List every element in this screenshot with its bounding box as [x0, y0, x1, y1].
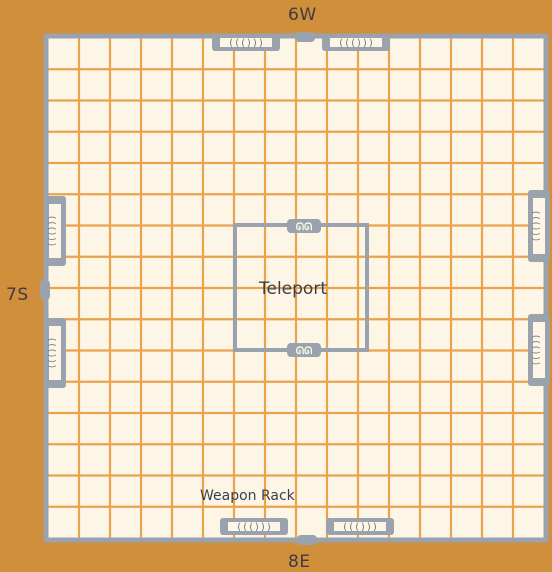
door-icon[interactable]: ((()))	[220, 518, 288, 535]
svg-text:((())): ((()))	[532, 210, 542, 243]
svg-text:((())): ((()))	[338, 38, 374, 49]
door-icon[interactable]: ((()))	[212, 34, 280, 51]
exit-label-north: 6W	[288, 5, 317, 25]
svg-text:ᘏᘏ: ᘏᘏ	[296, 221, 313, 233]
svg-text:((())): ((()))	[532, 334, 542, 367]
svg-text:ᘏᘏ: ᘏᘏ	[296, 345, 313, 357]
weapon-rack-label: Weapon Rack	[200, 488, 295, 504]
exit-label-south: 8E	[288, 552, 311, 572]
south-exit-marker[interactable]	[297, 535, 317, 545]
door-icon[interactable]: ((()))	[44, 318, 66, 388]
svg-text:((())): ((()))	[228, 38, 264, 49]
exit-label-west: 7S	[6, 285, 29, 305]
svg-text:((())): ((()))	[48, 337, 58, 370]
floor-grid	[48, 38, 544, 538]
teleport-pad-icon: ᘏᘏ	[287, 219, 321, 233]
svg-text:((())): ((()))	[236, 522, 272, 533]
door-icon[interactable]: ((()))	[326, 518, 394, 535]
door-icon[interactable]: ((()))	[528, 190, 550, 262]
north-exit-marker[interactable]	[295, 32, 315, 42]
west-exit-marker[interactable]	[40, 280, 50, 300]
door-icon[interactable]: ((()))	[528, 314, 550, 386]
svg-text:((())): ((()))	[342, 522, 378, 533]
door-icon[interactable]: ((()))	[44, 196, 66, 266]
teleport-label: Teleport	[259, 279, 327, 299]
door-icon[interactable]: ((()))	[322, 34, 390, 51]
teleport-pad-icon: ᘏᘏ	[287, 343, 321, 357]
svg-text:((())): ((()))	[48, 215, 58, 248]
